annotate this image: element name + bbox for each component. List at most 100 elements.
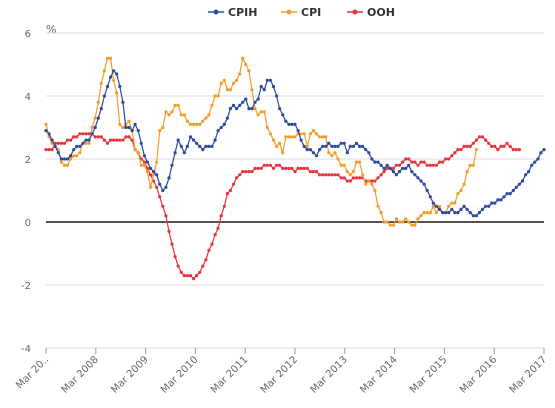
data-point-cpi[interactable] [327, 151, 331, 155]
data-point-ooh[interactable] [339, 176, 343, 180]
data-point-cpih[interactable] [44, 129, 48, 133]
data-point-cpih[interactable] [127, 125, 131, 130]
data-point-cpi[interactable] [109, 56, 113, 60]
data-point-cpi[interactable] [225, 88, 229, 92]
data-point-cpih[interactable] [480, 207, 485, 211]
data-point-ooh[interactable] [170, 242, 174, 246]
data-point-cpi[interactable] [62, 163, 66, 167]
data-point-cpi[interactable] [376, 204, 380, 208]
data-point-cpi[interactable] [413, 223, 417, 227]
data-point-ooh[interactable] [210, 242, 214, 246]
data-point-ooh[interactable] [262, 163, 266, 167]
data-point-ooh[interactable] [296, 166, 300, 170]
data-point-cpi[interactable] [462, 182, 466, 186]
data-point-ooh[interactable] [142, 160, 146, 164]
data-point-ooh[interactable] [462, 144, 466, 148]
data-point-cpi[interactable] [204, 116, 208, 120]
data-point-cpi[interactable] [333, 151, 337, 155]
data-point-ooh[interactable] [275, 163, 279, 167]
data-point-ooh[interactable] [207, 248, 211, 252]
data-point-cpih[interactable] [311, 151, 315, 155]
data-point-cpih[interactable] [484, 204, 488, 208]
data-point-ooh[interactable] [109, 138, 113, 142]
data-point-cpih[interactable] [524, 173, 528, 177]
data-point-cpi[interactable] [72, 154, 76, 158]
data-point-cpih[interactable] [336, 144, 340, 148]
data-point-cpih[interactable] [514, 185, 518, 189]
data-point-cpi[interactable] [370, 182, 374, 186]
data-point-ooh[interactable] [428, 163, 432, 167]
data-point-cpi[interactable] [434, 211, 438, 215]
data-point-cpih[interactable] [62, 157, 66, 161]
data-point-cpih[interactable] [342, 141, 346, 145]
data-point-ooh[interactable] [121, 138, 125, 142]
data-point-cpi[interactable] [228, 88, 232, 92]
data-point-ooh[interactable] [348, 179, 352, 183]
data-point-cpih[interactable] [121, 100, 125, 104]
data-point-ooh[interactable] [505, 141, 509, 145]
data-point-cpi[interactable] [244, 62, 248, 67]
data-point-ooh[interactable] [450, 154, 454, 158]
data-point-cpi[interactable] [367, 179, 371, 183]
data-point-cpi[interactable] [364, 182, 368, 186]
data-point-cpi[interactable] [219, 81, 223, 85]
data-point-cpih[interactable] [164, 185, 168, 189]
data-point-ooh[interactable] [345, 179, 349, 183]
data-point-cpi[interactable] [373, 188, 377, 193]
data-point-ooh[interactable] [382, 170, 386, 174]
data-point-cpi[interactable] [275, 144, 279, 148]
data-point-cpih[interactable] [228, 107, 232, 111]
data-point-ooh[interactable] [228, 188, 232, 193]
data-point-cpih[interactable] [225, 116, 229, 120]
data-point-cpi[interactable] [324, 135, 328, 139]
data-point-cpih[interactable] [397, 170, 402, 174]
data-point-cpi[interactable] [465, 170, 469, 174]
data-point-ooh[interactable] [419, 160, 423, 164]
data-point-cpih[interactable] [204, 144, 208, 148]
data-point-ooh[interactable] [93, 135, 97, 139]
data-point-cpih[interactable] [96, 116, 100, 120]
data-point-cpih[interactable] [268, 78, 272, 82]
data-point-ooh[interactable] [222, 204, 226, 208]
data-point-ooh[interactable] [311, 170, 315, 174]
data-point-cpi[interactable] [281, 151, 285, 155]
data-point-cpi[interactable] [447, 204, 451, 208]
data-point-cpih[interactable] [290, 122, 294, 126]
data-point-cpih[interactable] [348, 144, 352, 148]
data-point-cpih[interactable] [219, 125, 223, 130]
data-point-cpi[interactable] [394, 217, 398, 221]
data-point-cpi[interactable] [361, 173, 365, 177]
data-point-cpih[interactable] [158, 182, 162, 186]
data-point-cpih[interactable] [388, 166, 392, 170]
data-point-ooh[interactable] [434, 163, 438, 167]
data-point-cpi[interactable] [69, 157, 73, 161]
data-point-cpih[interactable] [287, 122, 291, 126]
data-point-cpi[interactable] [93, 116, 97, 120]
data-point-cpih[interactable] [465, 207, 469, 211]
data-point-cpih[interactable] [247, 107, 251, 111]
data-point-cpih[interactable] [413, 173, 417, 177]
data-point-ooh[interactable] [127, 135, 131, 139]
data-point-ooh[interactable] [373, 179, 377, 183]
data-point-ooh[interactable] [422, 160, 426, 164]
data-point-cpi[interactable] [115, 91, 119, 95]
data-point-ooh[interactable] [265, 163, 269, 167]
data-point-cpih[interactable] [511, 188, 515, 193]
data-point-ooh[interactable] [271, 166, 276, 170]
data-point-cpi[interactable] [259, 110, 263, 114]
data-point-cpi[interactable] [379, 211, 383, 215]
data-point-cpi[interactable] [235, 78, 239, 82]
data-point-cpi[interactable] [339, 163, 343, 167]
data-point-ooh[interactable] [453, 151, 457, 155]
data-point-cpih[interactable] [213, 138, 217, 142]
data-point-cpih[interactable] [124, 125, 128, 130]
data-point-ooh[interactable] [65, 138, 70, 142]
data-point-ooh[interactable] [514, 148, 518, 152]
data-point-cpih[interactable] [133, 122, 137, 126]
data-point-ooh[interactable] [268, 163, 272, 167]
data-point-cpi[interactable] [437, 204, 442, 208]
data-point-cpih[interactable] [308, 148, 312, 152]
legend-item-cpi[interactable]: CPI [281, 6, 321, 19]
data-point-ooh[interactable] [201, 264, 205, 268]
data-point-ooh[interactable] [87, 132, 91, 136]
